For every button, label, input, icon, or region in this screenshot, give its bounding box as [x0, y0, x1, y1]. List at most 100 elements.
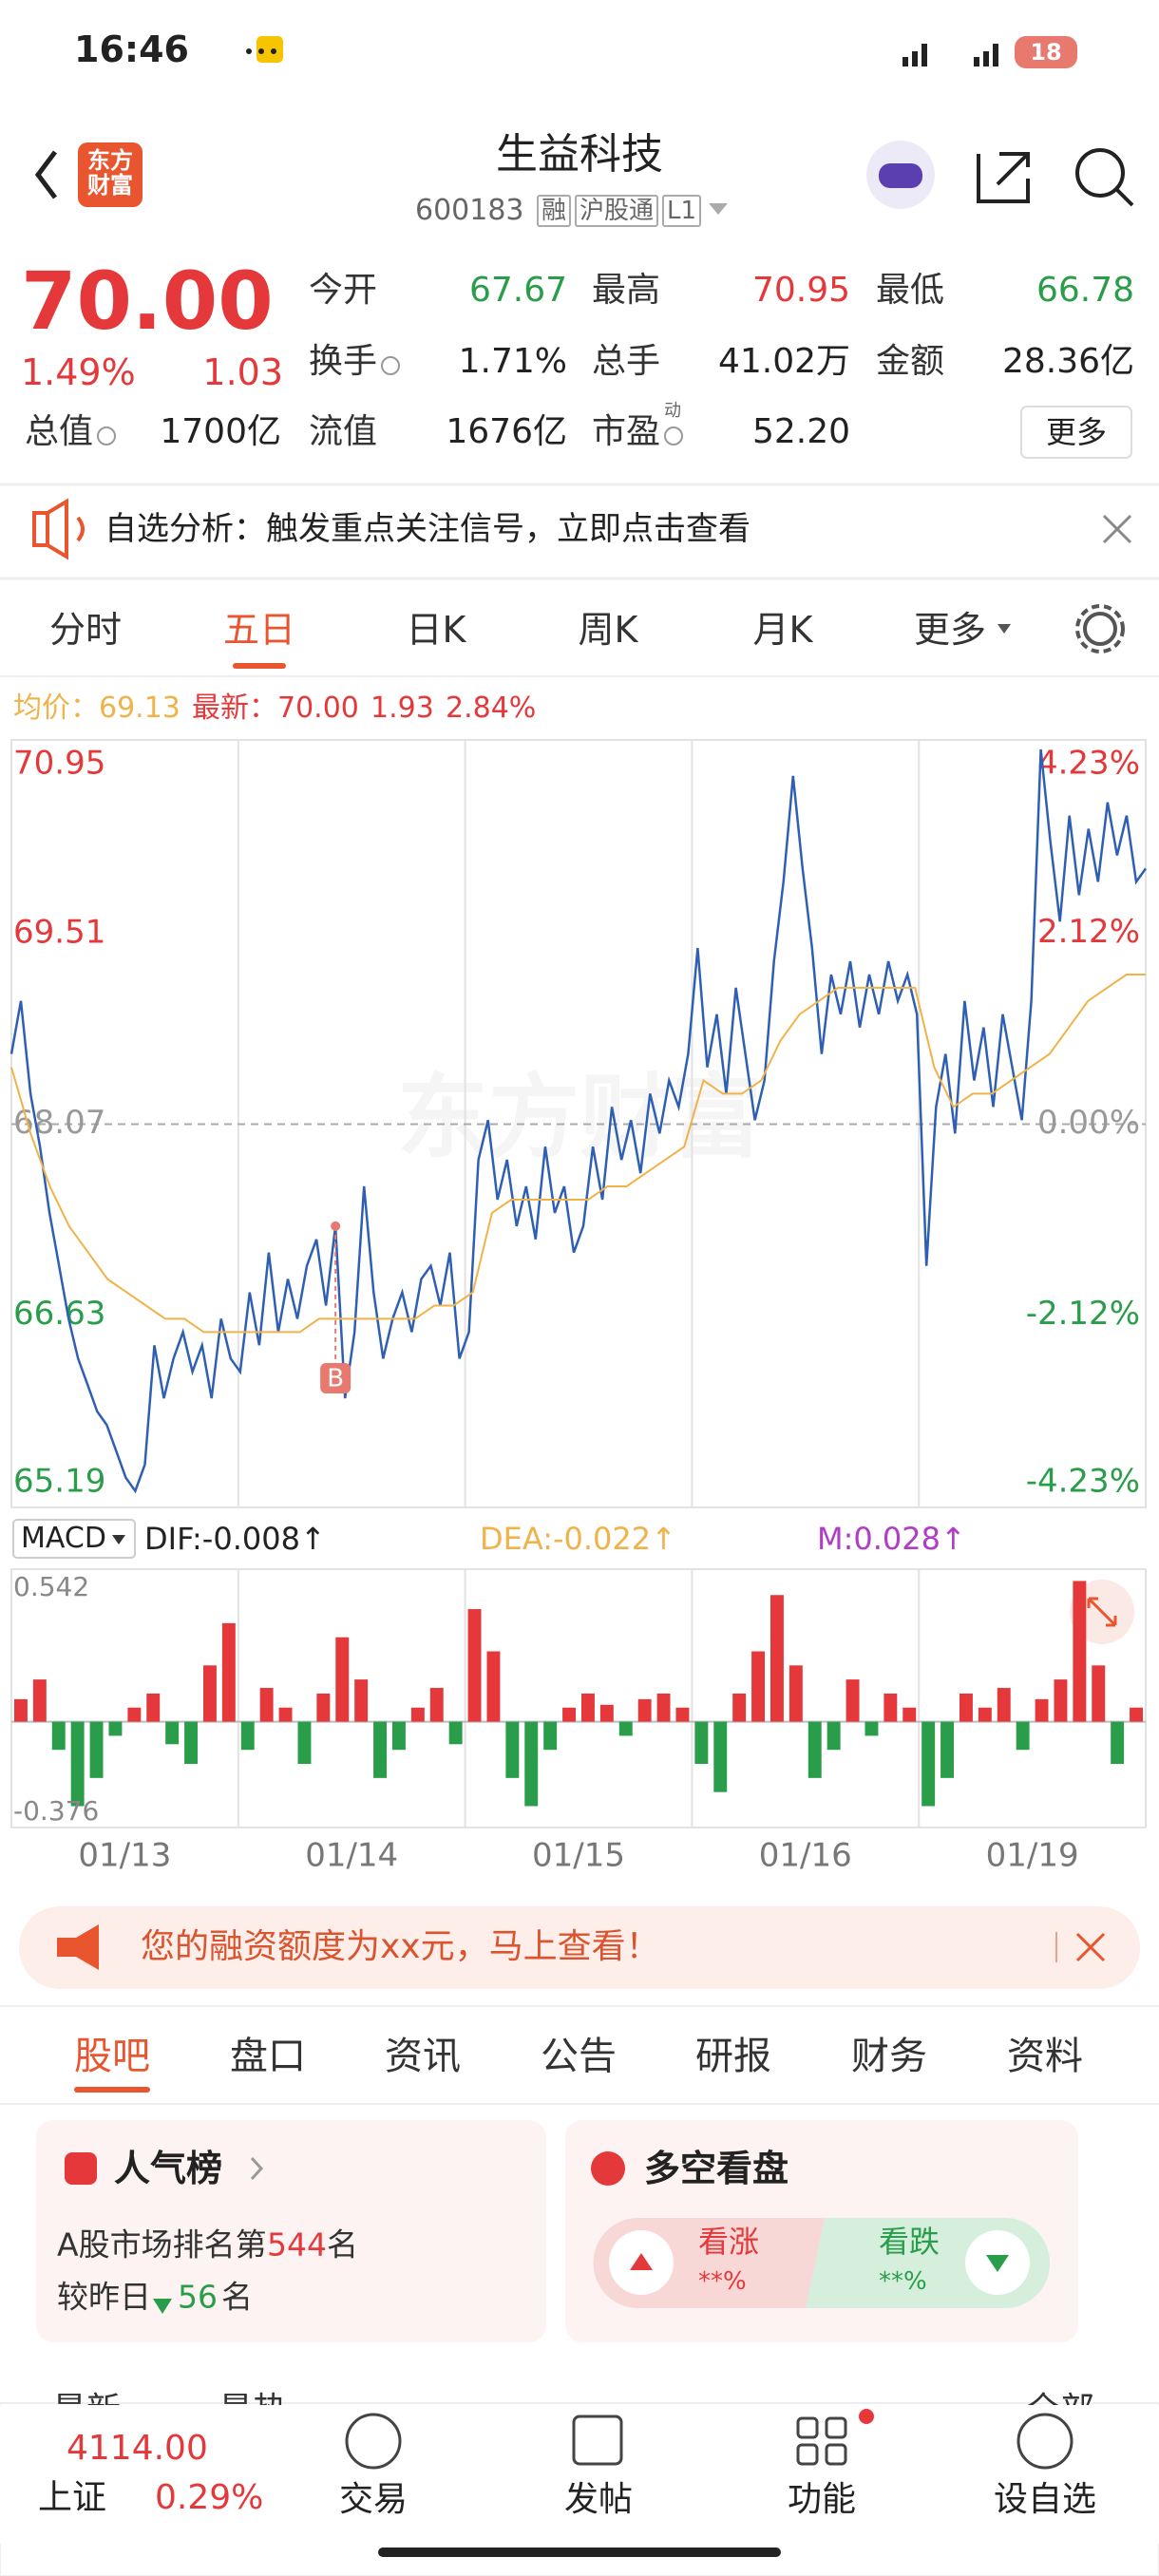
change-text: 较昨日 — [57, 2278, 151, 2316]
field-value: 1700亿 — [160, 412, 281, 451]
section-tab[interactable]: 盘口 — [230, 2035, 306, 2078]
field-value: 1676亿 — [446, 412, 567, 451]
last-price: 70.00 — [21, 255, 274, 348]
section-tab[interactable]: 公告 — [541, 2035, 617, 2078]
macd-selector[interactable] — [12, 1519, 136, 1559]
y2-tick-label: 2.12% — [1037, 913, 1140, 951]
index-change[interactable]: 0.29% — [155, 2478, 264, 2517]
macd-bar — [505, 1721, 520, 1778]
macd-bar — [694, 1721, 709, 1765]
macd-bar — [618, 1721, 633, 1736]
macd-bar — [335, 1637, 350, 1722]
bull-value: **% — [698, 2267, 747, 2296]
field-label: 最高 — [592, 271, 661, 310]
macd-bar — [656, 1693, 671, 1722]
macd-bar — [637, 1698, 652, 1722]
chart-tab[interactable]: 五日 — [222, 609, 296, 651]
section-tab[interactable]: 股吧 — [74, 2035, 150, 2078]
macd-m: M:0.028↑ — [817, 1521, 966, 1557]
logo-text: 东方财富 — [87, 147, 133, 199]
more-button-text[interactable]: 更多 — [1045, 414, 1108, 450]
banner-text[interactable]: 您的融资额度为xx元，马上查看！ — [141, 1927, 660, 1966]
index-value[interactable]: 4114.00 — [66, 2429, 208, 2468]
nav-item[interactable]: 发帖 — [563, 2480, 634, 2519]
y-tick-label: 68.07 — [13, 1104, 105, 1142]
nav-icon — [859, 2409, 874, 2424]
field-value: 70.95 — [751, 271, 850, 310]
legend-change: 1.93 — [370, 691, 434, 725]
stock-tag: 沪股通 — [575, 195, 659, 227]
macd-label[interactable]: MACD — [21, 1522, 106, 1555]
chart-tab[interactable]: 分时 — [48, 609, 123, 651]
macd-bar — [788, 1665, 803, 1722]
search-icon[interactable] — [1075, 148, 1125, 198]
status-icons — [246, 36, 1077, 68]
popularity-card[interactable] — [36, 2120, 546, 2342]
bear-label: 看跌 — [879, 2224, 940, 2260]
section-tab[interactable]: 财务 — [851, 2035, 927, 2078]
section-tab[interactable]: 资料 — [1007, 2035, 1083, 2078]
share-icon[interactable] — [977, 152, 1030, 203]
legend-latest-value: 70.00 — [277, 691, 359, 725]
macd-bar — [826, 1721, 841, 1751]
chart-tab[interactable]: 更多 — [913, 609, 987, 651]
field-value: 41.02万 — [717, 342, 850, 381]
legend-avg-label: 均价： — [13, 691, 99, 725]
more-button[interactable] — [1020, 406, 1132, 459]
chart-tab[interactable]: 周K — [578, 609, 638, 651]
field-label: 最低 — [876, 271, 945, 310]
nav-cover — [0, 2405, 1159, 2544]
macd-bar — [221, 1622, 236, 1722]
close-icon[interactable] — [1102, 514, 1132, 544]
back-icon[interactable] — [34, 150, 57, 199]
y-tick-label: 65.19 — [13, 1463, 105, 1501]
nav-item[interactable]: 功能 — [787, 2480, 857, 2519]
banner-close[interactable] — [1075, 1932, 1106, 1962]
macd-bar — [940, 1721, 955, 1778]
macd-bar — [580, 1693, 595, 1722]
stock-name: 生益科技 — [496, 130, 663, 179]
index-name[interactable]: 上证 — [38, 2478, 107, 2517]
watermark: 东方财富 — [397, 1064, 762, 1170]
section-tab[interactable]: 研报 — [695, 2035, 771, 2078]
settings-icon[interactable] — [1083, 612, 1117, 646]
macd-bar — [486, 1651, 501, 1722]
macd-bar — [1016, 1721, 1030, 1751]
info-icon — [664, 426, 683, 445]
x-tick-label: 01/19 — [986, 1837, 1079, 1875]
nav-item[interactable]: 设自选 — [993, 2480, 1097, 2519]
chart-tab[interactable]: 日K — [406, 609, 466, 651]
banner[interactable] — [19, 1906, 1140, 1989]
macd-bar — [562, 1707, 577, 1722]
legend-avg-value: 69.13 — [99, 691, 180, 725]
macd-bar — [922, 1721, 936, 1807]
notice-text[interactable]: 自选分析：触发重点关注信号，立即点击查看 — [104, 510, 750, 548]
macd-bar — [978, 1707, 992, 1722]
section-tab[interactable]: 资讯 — [385, 2035, 461, 2078]
tab-more-caret — [998, 624, 1011, 634]
home-indicator — [378, 2548, 781, 2557]
macd-bar — [51, 1721, 66, 1751]
macd-bar — [297, 1721, 312, 1765]
y2-tick-label: -4.23% — [1026, 1463, 1140, 1501]
x-tick-label: 01/15 — [532, 1837, 625, 1875]
logo — [78, 142, 142, 207]
y2-tick-label: 0.00% — [1037, 1104, 1140, 1142]
y2-tick-label: -2.12% — [1026, 1295, 1140, 1333]
macd-bar — [259, 1688, 274, 1722]
macd-bar — [997, 1688, 1011, 1722]
macd-bar — [1111, 1721, 1125, 1765]
macd-bar — [846, 1679, 860, 1722]
macd-bar — [146, 1693, 161, 1722]
field-note: 动 — [664, 401, 681, 421]
macd-tick-label: -0.376 — [13, 1795, 99, 1827]
stock-tag: 融 — [537, 195, 572, 227]
macd-frame — [10, 1568, 1147, 1828]
y-tick-label: 69.51 — [13, 913, 105, 951]
chart-tab[interactable]: 月K — [752, 609, 813, 651]
nav-icon — [572, 2415, 623, 2466]
macd-dea: DEA:-0.022↑ — [480, 1521, 676, 1557]
nav-item[interactable]: 交易 — [338, 2480, 408, 2519]
legend-change-pct: 2.84% — [446, 691, 537, 725]
